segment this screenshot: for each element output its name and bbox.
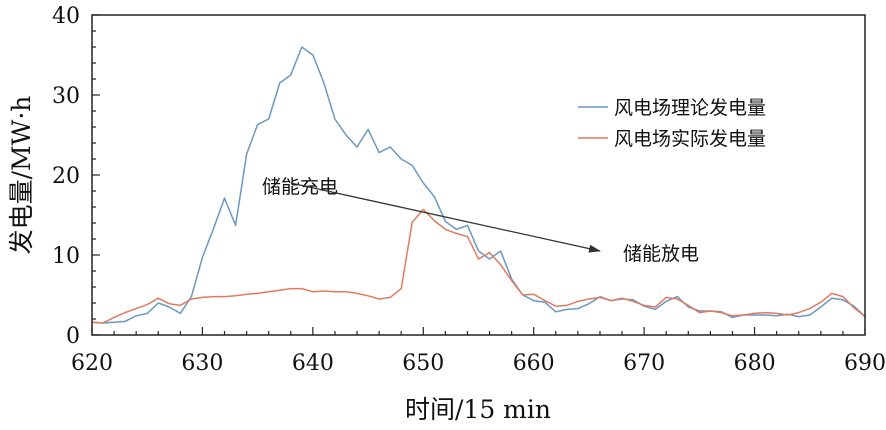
axis-ticks [91, 14, 866, 336]
legend-label-actual: 风电场实际发电量 [614, 128, 766, 150]
legend: 风电场理论发电量 风电场实际发电量 [578, 97, 766, 150]
x-tick-label: 630 [181, 351, 223, 376]
annotation-arrow [290, 182, 601, 253]
x-axis-label: 时间/15 min [405, 395, 551, 424]
annotation-storage: 储能充电 储能放电 [262, 176, 699, 265]
y-axis-label: 发电量/MW·h [7, 96, 36, 255]
legend-label-theoretical: 风电场理论发电量 [614, 97, 766, 119]
y-tick-label: 10 [52, 244, 80, 269]
x-tick-label: 690 [844, 351, 886, 376]
plot-frame [91, 14, 866, 336]
y-tick-labels: 0 10 20 30 40 [52, 4, 80, 349]
x-tick-label: 660 [513, 351, 555, 376]
series-lines [91, 46, 866, 324]
y-tick-label: 40 [52, 4, 80, 29]
x-tick-labels: 620 630 640 650 660 670 680 690 [71, 351, 886, 376]
series-line-actual [91, 208, 866, 324]
y-tick-label: 30 [52, 84, 80, 109]
annotation-discharge-label: 储能放电 [623, 243, 699, 265]
x-tick-label: 670 [623, 351, 665, 376]
y-tick-label: 20 [52, 164, 80, 189]
x-tick-label: 650 [402, 351, 444, 376]
annotation-charge-label: 储能充电 [262, 176, 338, 198]
x-tick-label: 640 [292, 351, 334, 376]
x-tick-label: 680 [734, 351, 776, 376]
y-tick-label: 0 [66, 324, 80, 349]
series-line-theoretical [91, 46, 866, 324]
x-tick-label: 620 [71, 351, 113, 376]
